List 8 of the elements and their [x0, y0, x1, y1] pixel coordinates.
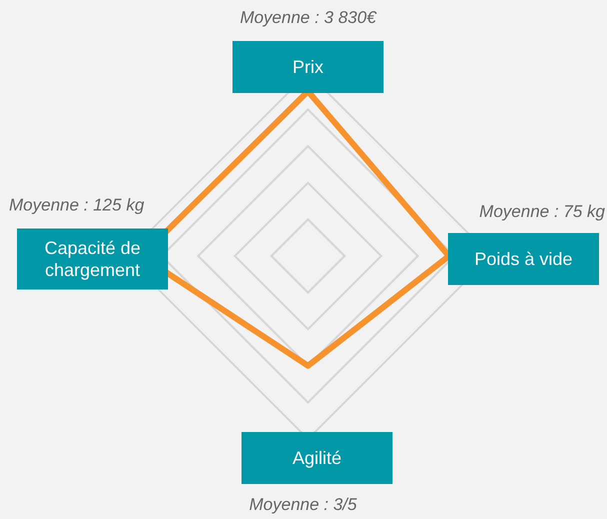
text: Moyenne : 3/5 [249, 495, 358, 514]
spoke-label: Prix [292, 57, 324, 77]
spoke-label: Capacité de chargement [44, 238, 141, 280]
spoke-label: Poids à vide [474, 249, 573, 269]
text: Moyenne : 125 kg [9, 196, 145, 214]
spoke-label: Agilité [292, 448, 342, 468]
text: Moyenne : 3 830€ [240, 8, 378, 27]
text: Moyenne : 75 kg [479, 202, 606, 221]
